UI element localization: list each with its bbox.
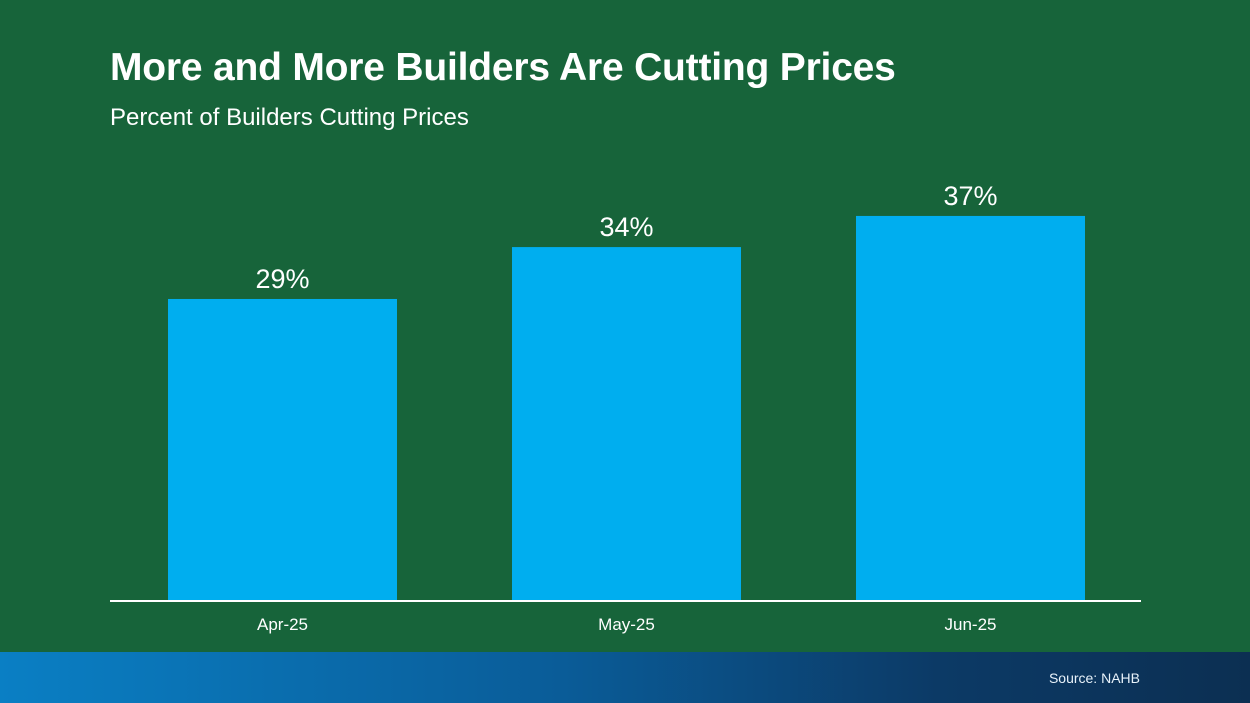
data-label: 34% [599, 212, 653, 242]
footer-band: Source: NAHB [0, 652, 1250, 703]
data-label: 37% [943, 181, 997, 211]
bar-jun-25 [856, 215, 1085, 600]
bar-chart: 29% Apr-25 34% May-25 37% Jun-25 [110, 181, 1141, 634]
source-note: Source: NAHB [1048, 670, 1140, 686]
x-tick-label: Apr-25 [257, 615, 308, 634]
bar-may-25 [512, 247, 741, 600]
x-tick-label: Jun-25 [945, 615, 997, 634]
x-tick-label: May-25 [598, 615, 655, 634]
chart-subtitle: Percent of Builders Cutting Prices [110, 104, 469, 131]
data-label: 29% [255, 264, 309, 294]
bar-apr-25 [168, 298, 397, 600]
chart-title: More and More Builders Are Cutting Price… [110, 46, 896, 89]
